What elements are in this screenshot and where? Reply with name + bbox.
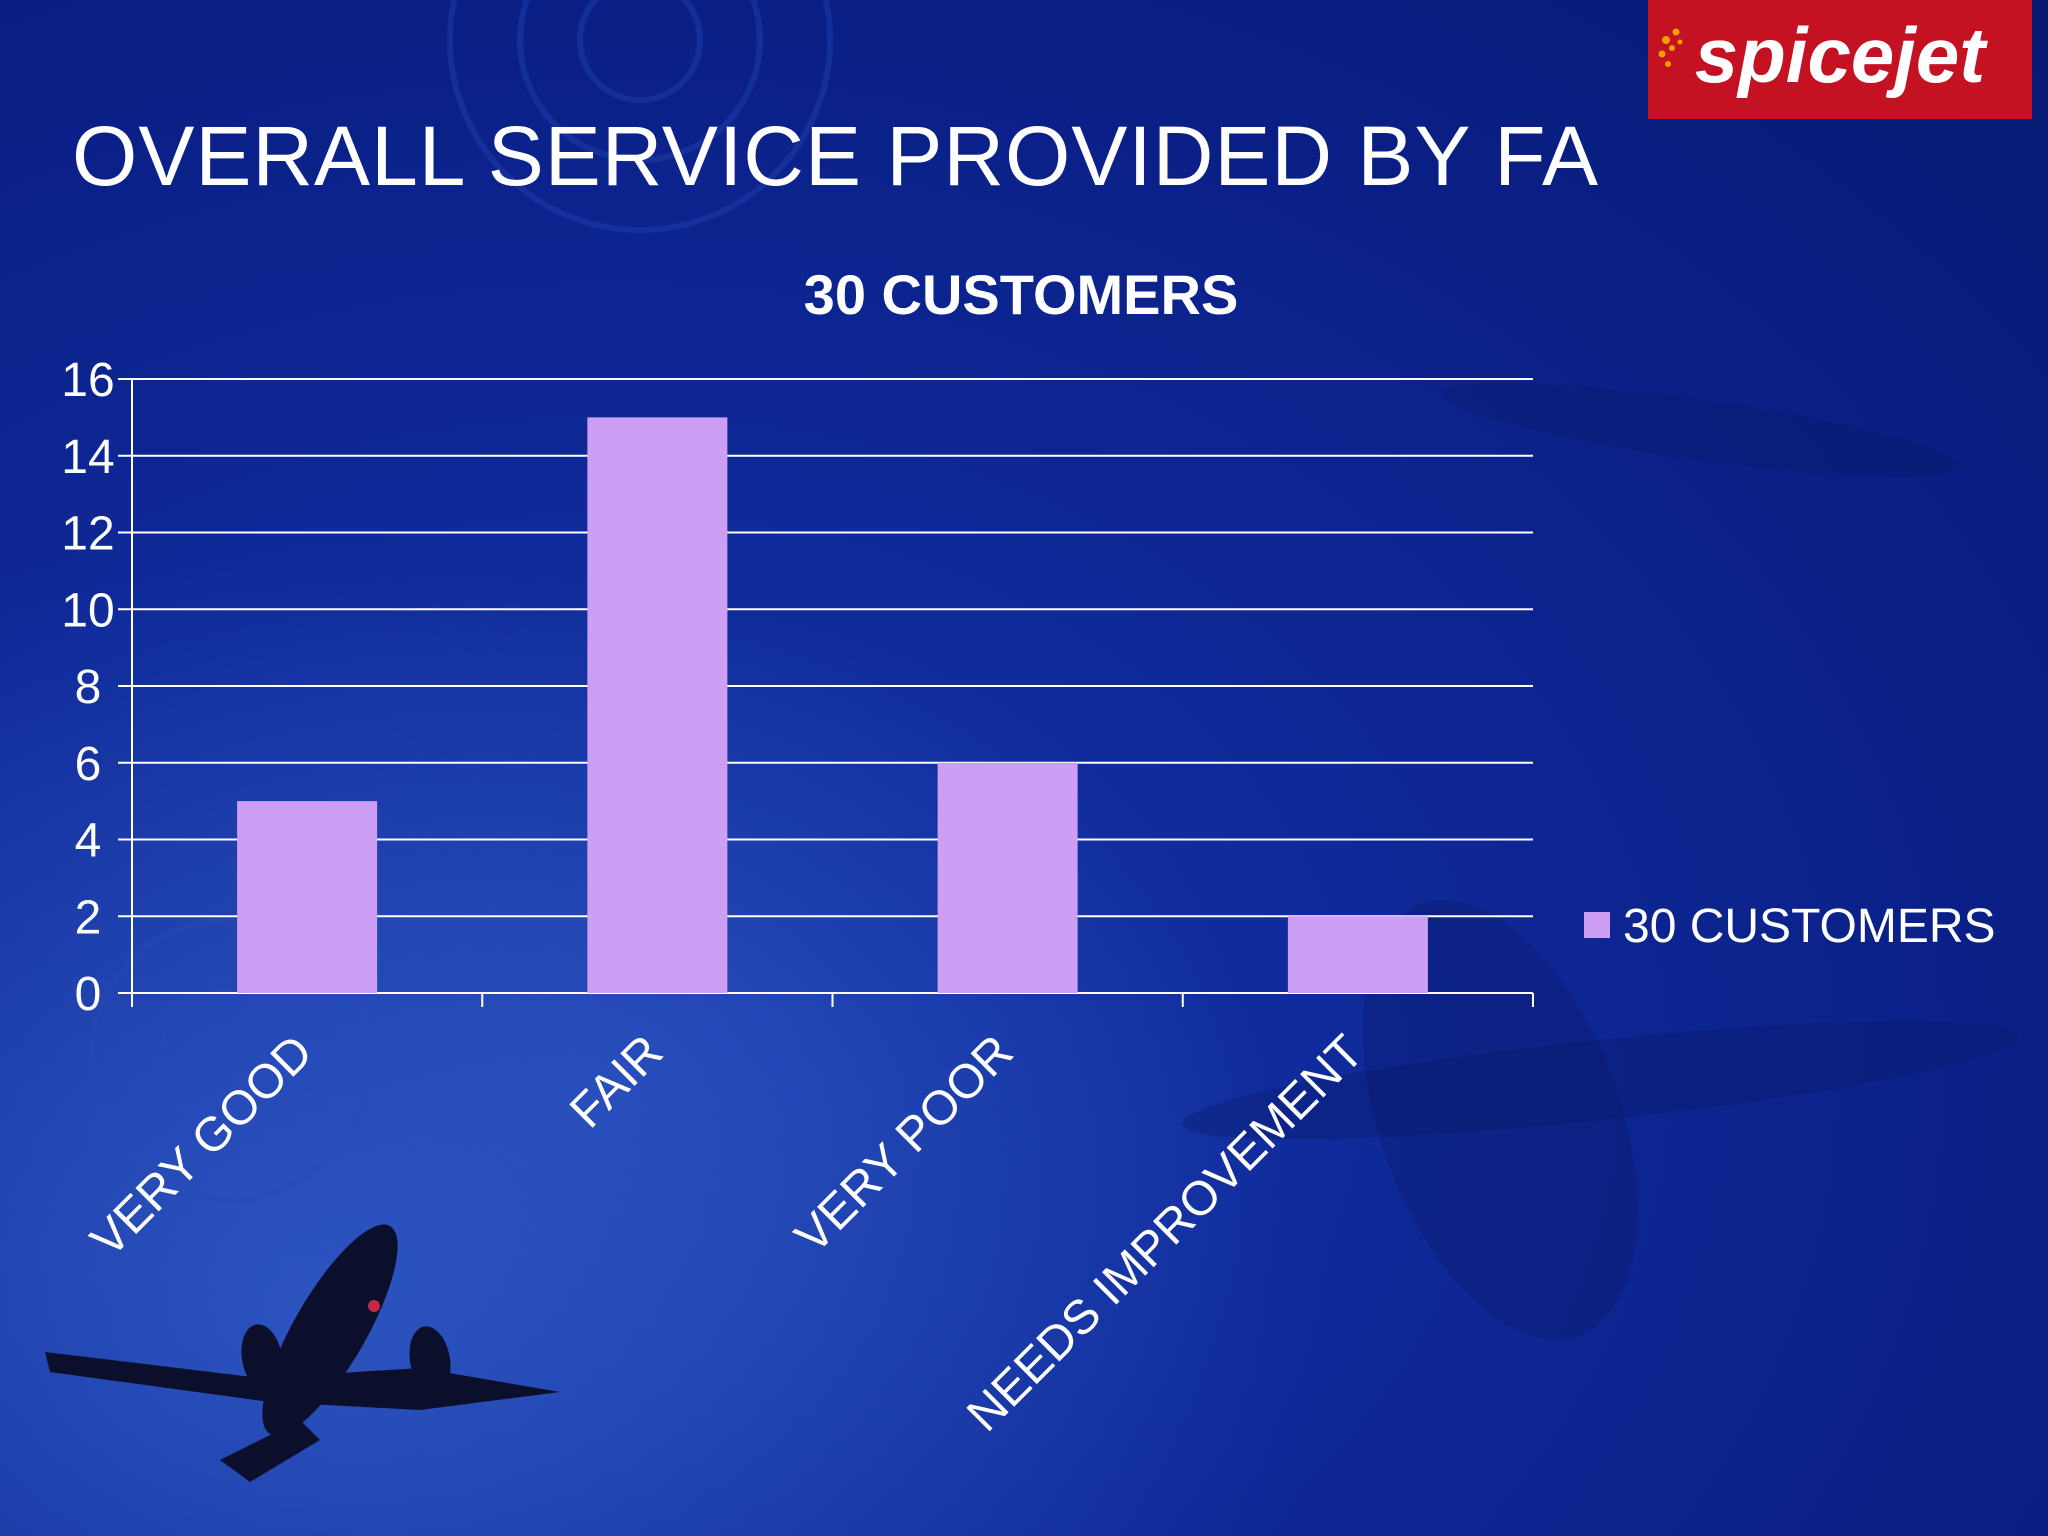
- bar: [587, 417, 728, 993]
- slide-title: OVERALL SERVICE PROVIDED BY FA: [72, 109, 1599, 203]
- y-tick-label: 16: [61, 354, 114, 407]
- y-tick-label: 6: [75, 738, 102, 791]
- y-tick-label: 14: [61, 431, 114, 484]
- chart-title: 30 CUSTOMERS: [803, 263, 1239, 326]
- legend-swatch: [1584, 912, 1610, 938]
- spicejet-logo: spicejet: [1648, 0, 2032, 119]
- y-tick-label: 4: [75, 815, 102, 868]
- svg-text:spicejet: spicejet: [1695, 11, 1989, 99]
- bar: [1287, 916, 1428, 993]
- y-tick-label: 2: [75, 891, 102, 944]
- y-tick-label: 8: [75, 661, 102, 714]
- y-tick-label: 12: [61, 508, 114, 561]
- y-tick-label: 10: [61, 584, 114, 637]
- x-tick-label: VERY POOR: [785, 1025, 1023, 1263]
- bar: [237, 801, 378, 993]
- x-tick-label: VERY GOOD: [81, 1025, 323, 1267]
- legend-label: 30 CUSTOMERS: [1623, 900, 1996, 953]
- bar: [937, 762, 1078, 993]
- x-tick-label: NEEDS IMPROVEMENT: [957, 1025, 1374, 1442]
- x-tick-label: FAIR: [560, 1025, 673, 1138]
- y-tick-label: 0: [75, 968, 102, 1021]
